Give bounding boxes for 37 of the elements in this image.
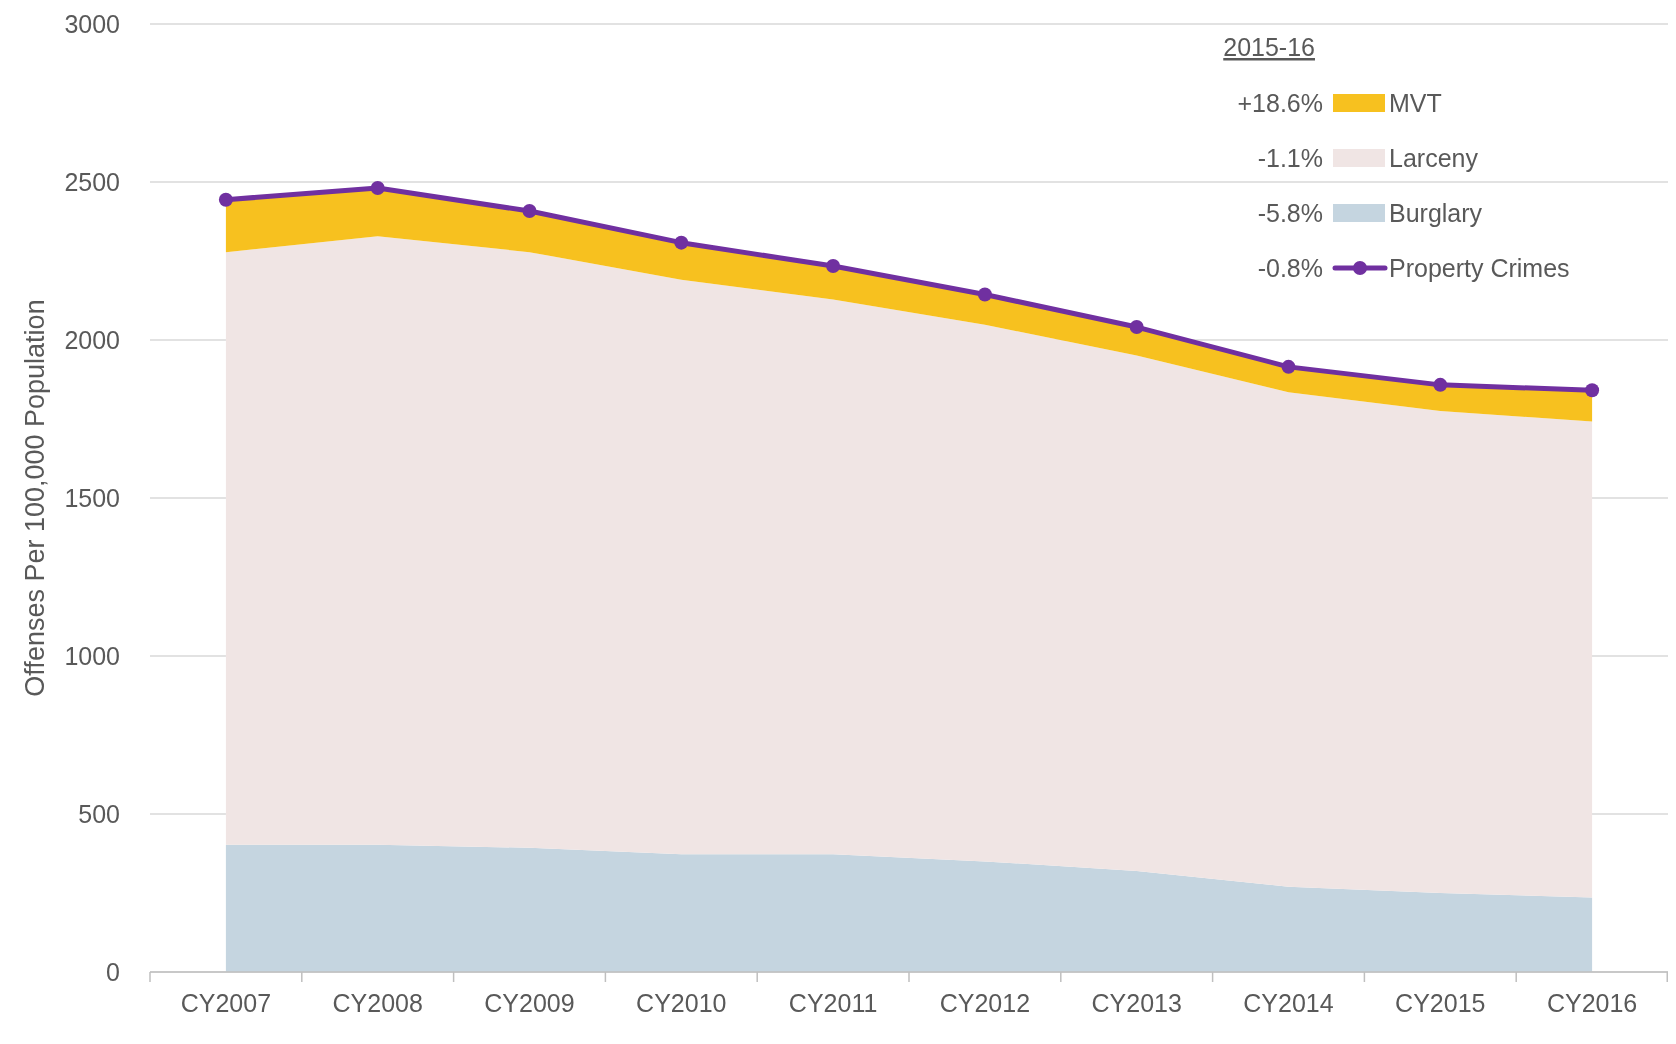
point: [977, 287, 992, 302]
x-tick-label: CY2009: [484, 989, 575, 1017]
point: [522, 204, 537, 219]
legend-label: MVT: [1389, 88, 1442, 117]
y-tick-label: 0: [106, 957, 120, 986]
y-tick-label: 500: [78, 799, 120, 828]
annotation: -5.8%: [1257, 198, 1323, 227]
point: [1281, 359, 1296, 374]
point: [1433, 377, 1448, 392]
point: [1585, 383, 1600, 398]
x-tick-label: CY2007: [180, 989, 272, 1017]
point: [826, 259, 841, 274]
y-tick-label: 1500: [64, 483, 120, 512]
y-tick-label: 1000: [64, 641, 120, 670]
x-tick-label: CY2013: [1091, 989, 1182, 1017]
y-tick-label: 3000: [64, 9, 120, 38]
point: [1129, 320, 1144, 335]
x-tick-label: CY2008: [332, 989, 423, 1017]
legend-label: Property Crimes: [1389, 253, 1570, 282]
x-tick-label: CY2012: [939, 989, 1031, 1017]
annotation: -1.1%: [1257, 143, 1323, 172]
annotation: -0.8%: [1257, 253, 1323, 282]
x-tick-label: CY2011: [788, 989, 878, 1017]
x-tick-label: CY2014: [1243, 989, 1334, 1017]
x-tick-label: CY2016: [1546, 989, 1638, 1017]
annotation: +18.6%: [1237, 88, 1323, 117]
point: [218, 192, 233, 207]
y-tick-label: 2000: [64, 325, 120, 354]
x-tick-label: CY2015: [1395, 989, 1486, 1017]
y-tick-label: 2500: [64, 167, 120, 196]
legend-label: Burglary: [1389, 198, 1483, 227]
y-axis-title: Offenses Per 100,000 Population: [20, 299, 50, 697]
point: [370, 181, 385, 195]
point: [674, 235, 689, 250]
legend-label: Larceny: [1389, 143, 1479, 172]
x-tick-label: CY2010: [636, 989, 727, 1017]
legend-title: 2015-16: [1223, 33, 1315, 61]
